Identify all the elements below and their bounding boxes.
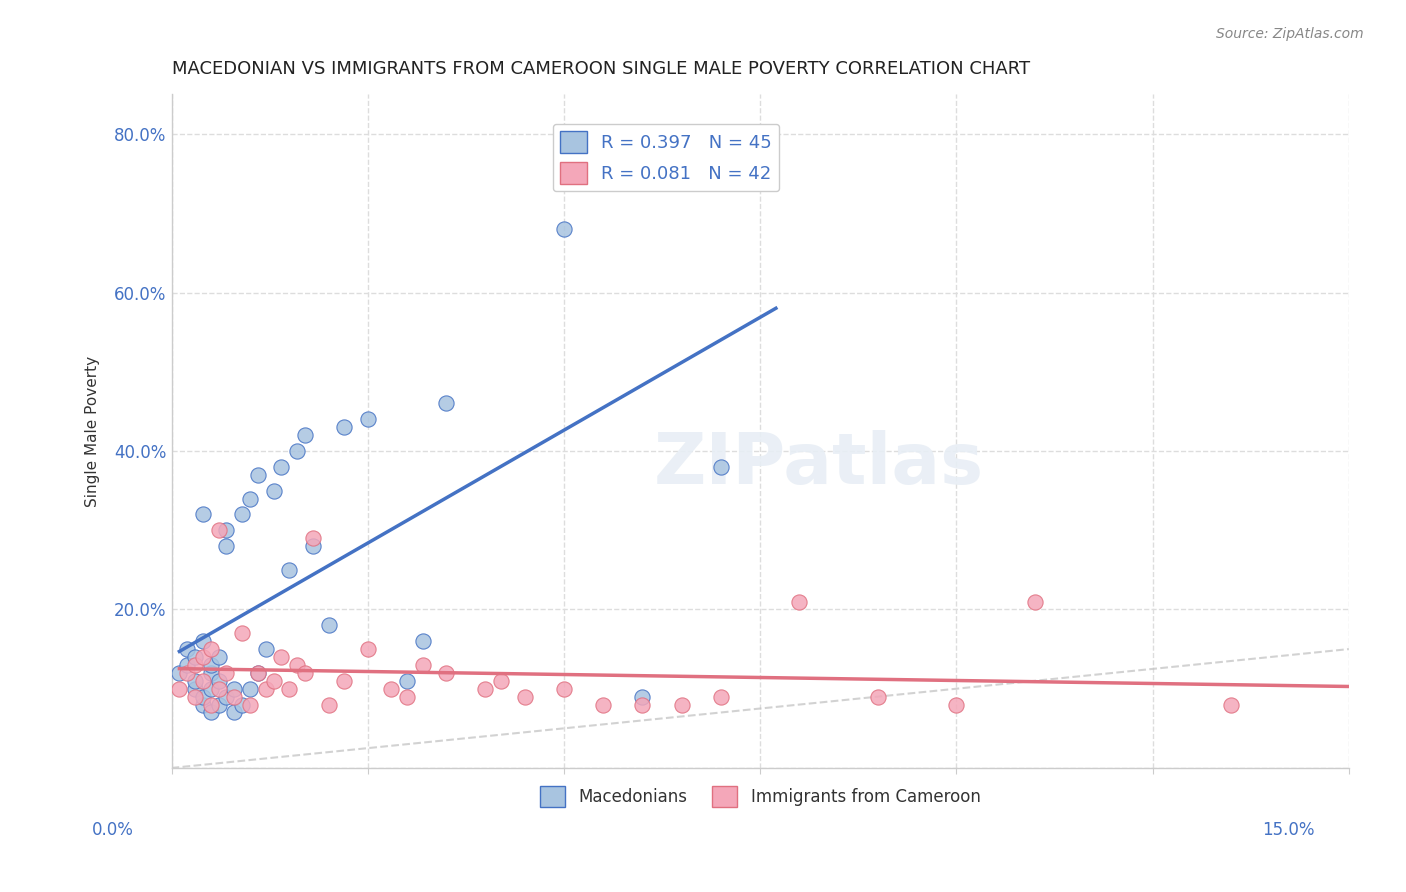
Point	[412, 634, 434, 648]
Point	[231, 626, 253, 640]
Point	[270, 459, 292, 474]
Point	[866, 690, 889, 704]
Point	[224, 690, 246, 704]
Point	[176, 665, 198, 680]
Text: 0.0%: 0.0%	[91, 821, 134, 838]
Point	[1024, 594, 1046, 608]
Point	[671, 698, 693, 712]
Point	[176, 642, 198, 657]
Point	[285, 444, 308, 458]
Point	[318, 698, 340, 712]
Point	[200, 665, 222, 680]
Point	[184, 650, 207, 665]
Point	[270, 650, 292, 665]
Point	[231, 508, 253, 522]
Y-axis label: Single Male Poverty: Single Male Poverty	[86, 356, 100, 507]
Point	[1220, 698, 1243, 712]
Point	[395, 673, 418, 688]
Point	[184, 690, 207, 704]
Point	[191, 508, 214, 522]
Point	[294, 665, 316, 680]
Point	[224, 681, 246, 696]
Point	[215, 539, 238, 553]
Point	[208, 698, 231, 712]
Legend: Macedonians, Immigrants from Cameroon: Macedonians, Immigrants from Cameroon	[533, 780, 987, 814]
Point	[789, 594, 811, 608]
Point	[333, 420, 356, 434]
Point	[239, 698, 262, 712]
Point	[395, 690, 418, 704]
Point	[184, 657, 207, 672]
Point	[246, 665, 269, 680]
Text: Source: ZipAtlas.com: Source: ZipAtlas.com	[1216, 27, 1364, 41]
Point	[200, 642, 222, 657]
Point	[191, 634, 214, 648]
Point	[434, 665, 457, 680]
Point	[184, 673, 207, 688]
Text: 15.0%: 15.0%	[1263, 821, 1315, 838]
Point	[434, 396, 457, 410]
Point	[200, 706, 222, 720]
Point	[285, 657, 308, 672]
Text: MACEDONIAN VS IMMIGRANTS FROM CAMEROON SINGLE MALE POVERTY CORRELATION CHART: MACEDONIAN VS IMMIGRANTS FROM CAMEROON S…	[172, 60, 1029, 78]
Point	[294, 428, 316, 442]
Point	[592, 698, 614, 712]
Point	[710, 690, 733, 704]
Point	[208, 650, 231, 665]
Point	[333, 673, 356, 688]
Point	[553, 681, 575, 696]
Point	[184, 681, 207, 696]
Point	[224, 706, 246, 720]
Point	[513, 690, 536, 704]
Point	[301, 531, 323, 545]
Point	[474, 681, 496, 696]
Point	[191, 690, 214, 704]
Point	[631, 698, 654, 712]
Point	[208, 673, 231, 688]
Point	[671, 167, 693, 181]
Point	[710, 459, 733, 474]
Point	[631, 690, 654, 704]
Point	[208, 523, 231, 537]
Point	[215, 523, 238, 537]
Point	[200, 657, 222, 672]
Point	[489, 673, 512, 688]
Point	[200, 681, 222, 696]
Point	[263, 483, 285, 498]
Point	[191, 698, 214, 712]
Point	[191, 673, 214, 688]
Point	[945, 698, 967, 712]
Point	[215, 665, 238, 680]
Point	[357, 412, 380, 426]
Text: ZIPatlas: ZIPatlas	[654, 430, 984, 500]
Point	[239, 681, 262, 696]
Point	[318, 618, 340, 632]
Point	[169, 681, 191, 696]
Point	[553, 222, 575, 236]
Point	[246, 665, 269, 680]
Point	[412, 657, 434, 672]
Point	[301, 539, 323, 553]
Point	[208, 681, 231, 696]
Point	[263, 673, 285, 688]
Point	[200, 698, 222, 712]
Point	[176, 657, 198, 672]
Point	[191, 650, 214, 665]
Point	[239, 491, 262, 506]
Point	[169, 665, 191, 680]
Point	[278, 563, 301, 577]
Point	[254, 642, 277, 657]
Point	[231, 698, 253, 712]
Point	[357, 642, 380, 657]
Point	[254, 681, 277, 696]
Point	[215, 690, 238, 704]
Point	[380, 681, 402, 696]
Point	[246, 467, 269, 482]
Point	[278, 681, 301, 696]
